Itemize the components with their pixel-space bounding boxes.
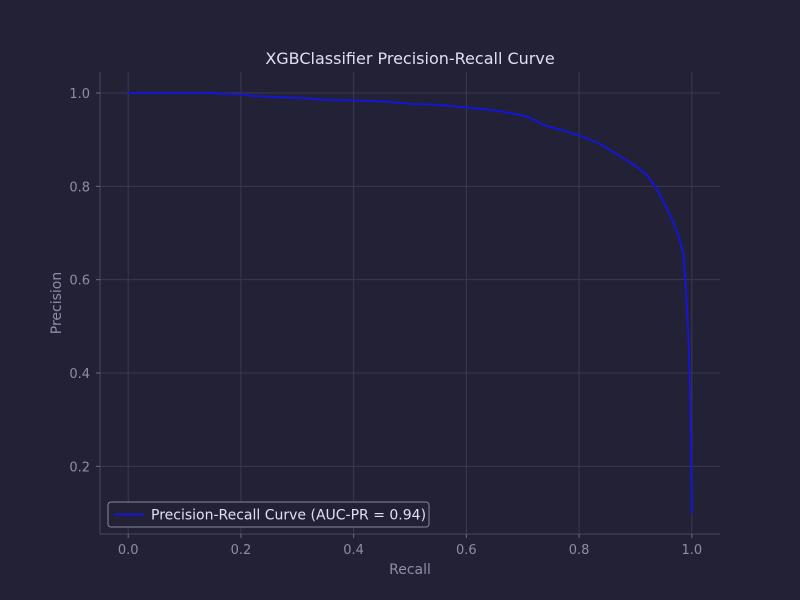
x-tick-label: 0.4 xyxy=(343,543,364,558)
x-tick-label: 0.8 xyxy=(569,543,590,558)
y-tick-label: 0.8 xyxy=(69,180,90,195)
x-tick-label: 0.2 xyxy=(231,543,252,558)
y-tick-label: 1.0 xyxy=(69,87,90,102)
legend-box xyxy=(107,501,430,528)
y-tick-label: 0.4 xyxy=(69,367,90,382)
pr-curve-line xyxy=(127,92,693,514)
axes-spines xyxy=(99,72,720,535)
legend-label: Precision-Recall Curve (AUC-PR = 0.94) xyxy=(151,508,426,524)
series-layer xyxy=(127,92,693,514)
y-axis-label: Precision xyxy=(49,272,65,334)
y-tick-label: 0.6 xyxy=(69,274,90,289)
y-ticks: 0.2 0.4 0.6 0.8 1.0 xyxy=(69,87,100,475)
x-axis-label: Recall xyxy=(389,562,431,578)
x-tick-label: 0.0 xyxy=(118,543,139,558)
x-tick-label: 1.0 xyxy=(681,543,702,558)
y-tick-label: 0.2 xyxy=(69,460,90,475)
x-ticks: 0.0 0.2 0.4 0.6 0.8 1.0 xyxy=(118,534,702,558)
legend: Precision-Recall Curve (AUC-PR = 0.94) xyxy=(107,501,430,528)
x-tick-label: 0.6 xyxy=(456,543,477,558)
grid xyxy=(100,72,720,534)
chart-title: XGBClassifier Precision-Recall Curve xyxy=(265,49,554,68)
